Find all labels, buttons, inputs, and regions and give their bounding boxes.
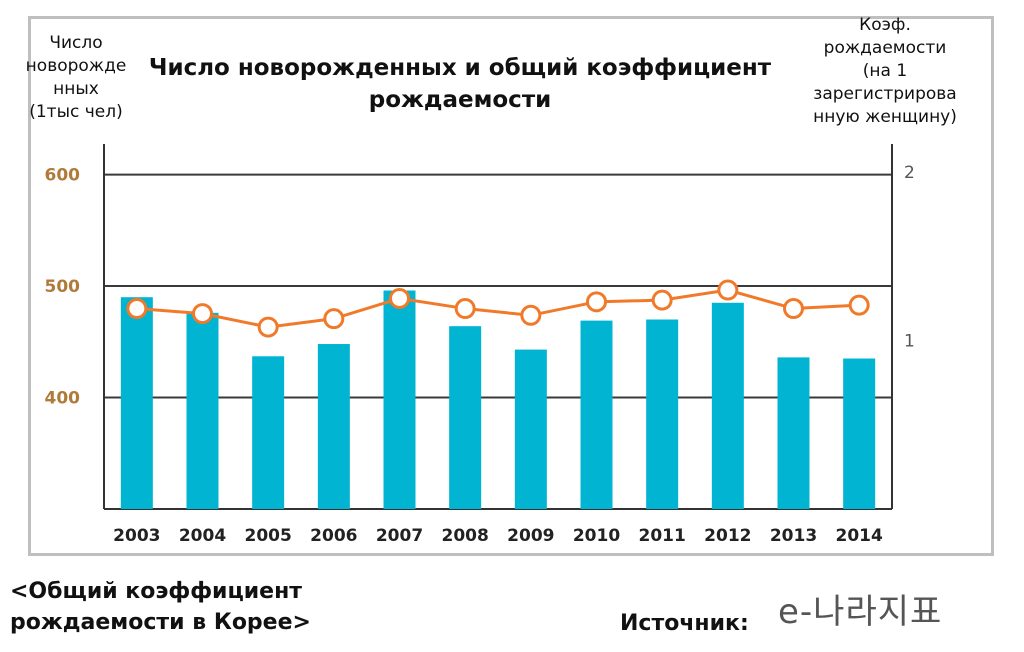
y-axis-right-label-line: зарегистрирова (813, 84, 957, 104)
line-marker (257, 316, 279, 338)
bar (777, 357, 810, 509)
chart-title-line: рождаемости (368, 87, 552, 113)
bar (711, 302, 744, 509)
y-axis-right-label-line: рождаемости (823, 38, 947, 58)
y-tick-label-left: 600 (45, 166, 81, 186)
source-label: Источник: (620, 611, 749, 636)
x-tick-label: 2005 (245, 526, 292, 546)
bar (646, 319, 679, 509)
bar (120, 297, 153, 509)
y-axis-right-label-line: нную женщину) (813, 107, 957, 127)
y-tick-label-right: 2 (904, 163, 915, 183)
line-marker (454, 298, 476, 320)
y-tick-label-right: 1 (904, 332, 915, 352)
x-tick-label: 2010 (573, 526, 620, 546)
x-tick-label: 2013 (770, 526, 817, 546)
y-tick-label-left: 400 (45, 389, 81, 409)
y-axis-left-label: Число новорожде нных (1тыс чел) (14, 32, 138, 124)
bar (252, 356, 285, 509)
line-marker (848, 294, 870, 316)
y-axis-right-label-line: Коэф. (859, 15, 911, 35)
x-tick-label: 2014 (836, 526, 883, 546)
line-marker (783, 298, 804, 320)
bar (317, 344, 350, 509)
y-axis-left-label-line: нных (53, 79, 99, 99)
line-marker (651, 289, 673, 311)
y-axis-left-label-line: (1тыс чел) (29, 102, 123, 122)
bar (580, 320, 613, 509)
x-tick-label: 2011 (639, 526, 686, 546)
x-tick-label: 2008 (442, 526, 489, 546)
series-line (136, 288, 860, 329)
x-tick-label: 2006 (310, 526, 357, 546)
x-tick-label: 2009 (507, 526, 554, 546)
bar (383, 290, 416, 509)
line-marker (192, 303, 213, 325)
x-tick-label: 2004 (179, 526, 226, 546)
x-tick-label: 2012 (704, 526, 751, 546)
bar (186, 312, 219, 509)
chart-title: Число новорожденных и общий коэффициент … (140, 52, 780, 116)
line-marker (717, 279, 739, 301)
bar (843, 358, 876, 509)
y-tick-label-left: 500 (45, 277, 81, 297)
line-marker (586, 291, 607, 313)
bar (449, 326, 482, 509)
figure-caption: <Общий коэффициент рождаемости в Корее> (10, 576, 370, 638)
y-axis-left-label-line: новорожде (25, 56, 127, 76)
bar (514, 349, 547, 509)
line-marker (389, 287, 410, 309)
x-tick-label: 2007 (376, 526, 423, 546)
figure-caption-line: рождаемости в Корее> (10, 610, 311, 635)
source-logo: e-나라지표 (778, 592, 943, 632)
x-tick-label: 2003 (113, 526, 160, 546)
y-axis-right-label: Коэф. рождаемости (на 1 зарегистрирова н… (800, 14, 970, 129)
line-marker (126, 298, 148, 320)
chart-title-line: Число новорожденных и общий коэффициент (148, 55, 772, 81)
figure-caption-line: <Общий коэффициент (10, 579, 303, 604)
line-marker (520, 304, 542, 326)
line-marker (323, 308, 345, 330)
y-axis-right-label-line: (на 1 (862, 61, 908, 81)
y-axis-left-label-line: Число (49, 33, 103, 53)
